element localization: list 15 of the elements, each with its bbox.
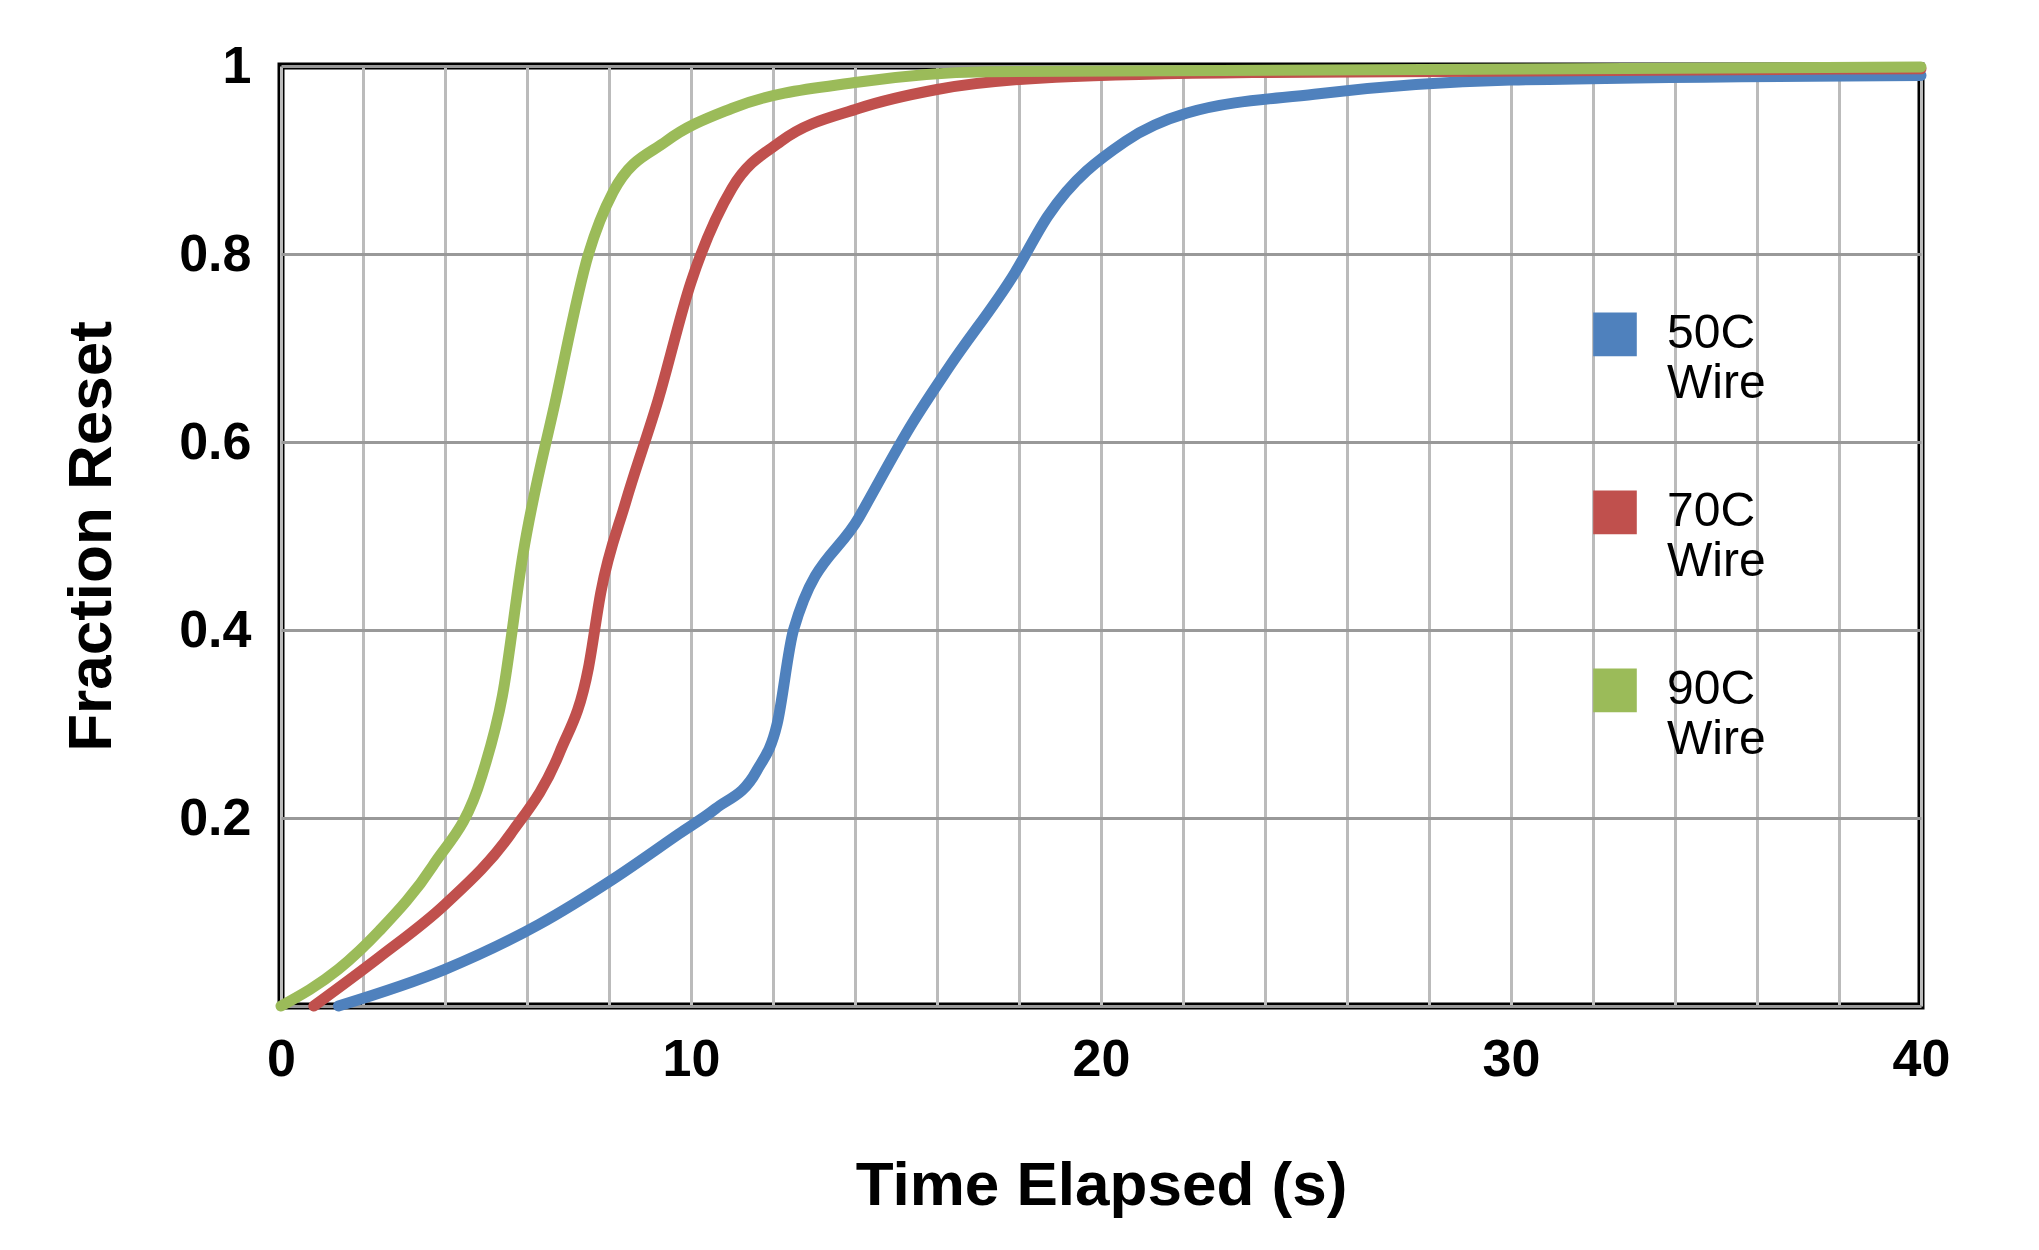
- y-axis-title: Fraction Reset: [55, 321, 125, 752]
- legend-label: 70C Wire: [1667, 483, 1766, 587]
- y-tick-label: 0.8: [179, 223, 252, 282]
- x-tick-label: 20: [1072, 1028, 1131, 1087]
- y-tick-label: 0.4: [179, 599, 252, 658]
- x-tick-label: 0: [267, 1028, 296, 1087]
- x-axis-title: Time Elapsed (s): [855, 1148, 1348, 1218]
- y-tick-label: 0.2: [179, 787, 252, 846]
- y-tick-label: 0.6: [179, 411, 252, 470]
- x-tick-label: 10: [662, 1028, 721, 1087]
- x-tick-label: 40: [1892, 1028, 1951, 1087]
- legend-label: 90C Wire: [1667, 661, 1766, 765]
- legend-label: 50C Wire: [1667, 305, 1766, 409]
- x-tick-label: 30: [1482, 1028, 1541, 1087]
- y-tick-label: 1: [222, 35, 252, 94]
